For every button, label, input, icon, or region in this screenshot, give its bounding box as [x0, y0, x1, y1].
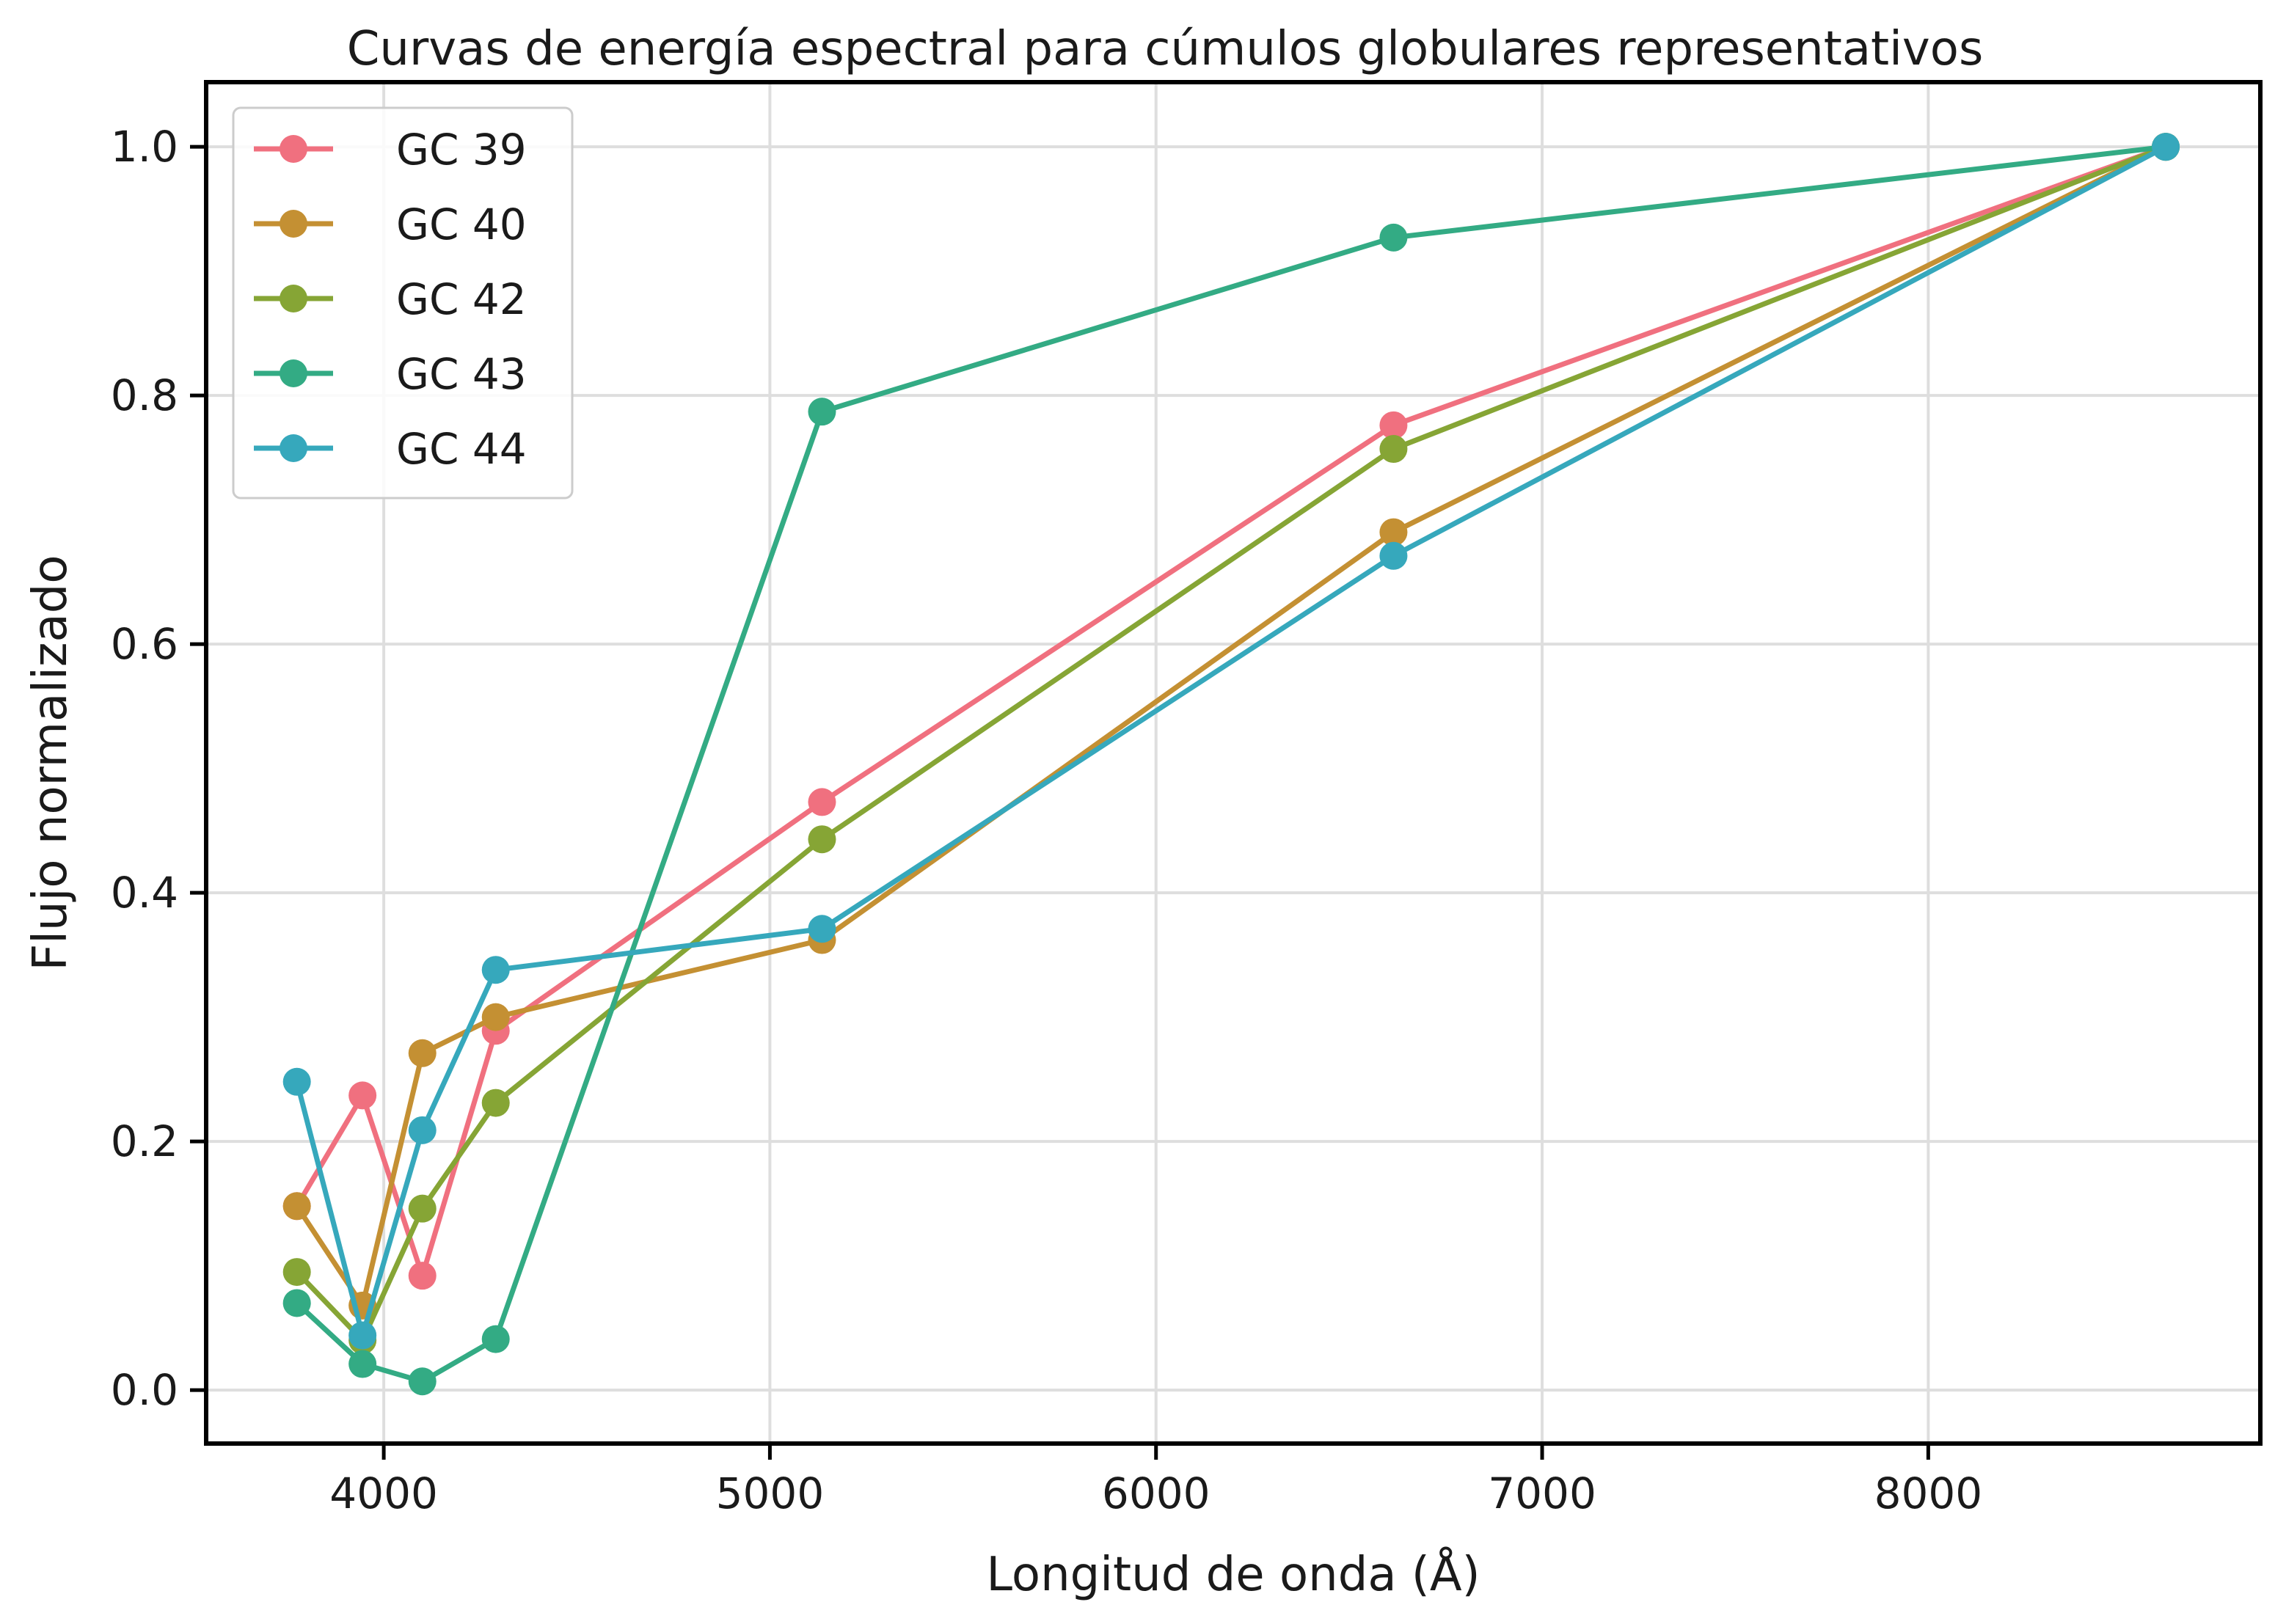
y-axis-label: Flujo normalizado [23, 555, 78, 970]
data-point [808, 825, 836, 854]
legend-marker [280, 210, 307, 238]
data-point [282, 1067, 311, 1096]
data-point [808, 915, 836, 943]
legend-label: GC 40 [396, 200, 527, 249]
data-point [282, 1289, 311, 1317]
data-point [808, 398, 836, 426]
series-line [294, 144, 2169, 1343]
legend-marker [280, 434, 307, 462]
y-tick-label: 0.6 [111, 619, 178, 669]
x-tick-label: 8000 [1874, 1468, 1983, 1518]
x-axis-label: Longitud de onda (Å) [986, 1546, 1480, 1602]
data-point [408, 1039, 437, 1067]
data-point [808, 788, 836, 816]
x-tick-label: 5000 [716, 1468, 825, 1518]
x-tick-label: 4000 [329, 1468, 438, 1518]
series-line [294, 144, 2169, 1384]
data-point [481, 956, 510, 984]
legend-marker [280, 359, 307, 387]
legend-marker [280, 285, 307, 312]
legend-label: GC 44 [396, 424, 527, 474]
legend-label: GC 42 [396, 274, 527, 324]
plot-series [282, 133, 2180, 1396]
legend-marker [280, 135, 307, 163]
x-tick-label: 7000 [1488, 1468, 1596, 1518]
series-line [294, 144, 2169, 1309]
legend-box [232, 106, 574, 500]
data-point [1379, 518, 1408, 546]
y-tick-label: 0.2 [111, 1116, 178, 1166]
legend-label: GC 39 [396, 125, 527, 175]
axis-ticks: 4000 5000 6000 7000 8000 0.0 0.2 0.4 0.6 0.8 1.0 [111, 122, 1982, 1518]
data-point [481, 1089, 510, 1117]
data-point [408, 1194, 437, 1223]
x-tick-label: 6000 [1102, 1468, 1210, 1518]
data-point [408, 1116, 437, 1144]
data-point [408, 1262, 437, 1290]
data-point [1379, 435, 1408, 464]
series-line [294, 144, 2169, 1338]
data-point [282, 1192, 311, 1221]
chart-title: Curvas de energía espectral para cúmulos… [347, 22, 1984, 76]
y-tick-label: 0.8 [111, 370, 178, 420]
data-point [2152, 133, 2180, 161]
legend: GC 39 GC 40 GC 42 GC 43 GC 44 [232, 106, 574, 500]
data-point [1379, 223, 1408, 252]
y-tick-label: 0.0 [111, 1365, 178, 1415]
data-point [408, 1367, 437, 1396]
data-point [1379, 541, 1408, 570]
y-tick-label: 0.4 [111, 868, 178, 918]
data-point [348, 1081, 377, 1110]
data-point [282, 1258, 311, 1287]
data-point [348, 1321, 377, 1350]
data-point [348, 1350, 377, 1378]
legend-label: GC 43 [396, 349, 527, 399]
data-point [1379, 411, 1408, 439]
data-point [481, 1003, 510, 1031]
data-point [481, 1325, 510, 1353]
plot-frame [204, 80, 2263, 1446]
y-tick-label: 1.0 [111, 122, 178, 172]
